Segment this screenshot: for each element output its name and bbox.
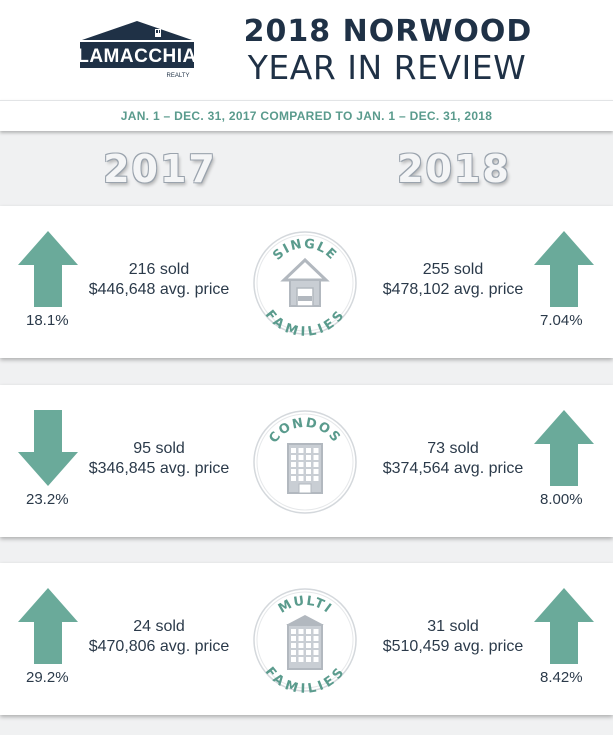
change-left: 23.2% [26,491,69,508]
sold-count-right: 255 sold [422,261,484,278]
sold-count-right: 31 sold [427,618,479,635]
svg-text:REALTY: REALTY [167,73,190,79]
stats-right: 73 sold $374,564 avg. price [368,439,538,479]
condo-building-icon: CONDOS [252,409,358,515]
avg-price-left: $470,806 avg. price [88,638,230,655]
stats-right: 255 sold $478,102 avg. price [368,260,538,300]
date-range-text: JAN. 1 – DEC. 31, 2017 COMPARED TO JAN. … [120,109,493,123]
condos-row: 23.2% 95 sold $346,845 avg. price CONDOS… [0,385,613,537]
arrow-down-icon [18,410,78,486]
arrow-up-icon [18,588,78,664]
change-right: 8.00% [540,491,583,508]
sold-count-left: 24 sold [133,618,185,635]
arrow-up-icon [534,231,594,307]
single-families-row: 18.1% 216 sold $446,648 avg. price SINGL… [0,206,613,358]
change-left: 29.2% [26,669,69,686]
stats-left: 216 sold $446,648 avg. price [74,260,244,300]
sold-count-right: 73 sold [427,440,479,457]
arrow-up-icon [534,588,594,664]
year-left-label: 2017 [103,147,217,191]
change-left: 18.1% [26,312,69,329]
multi-families-row: 29.2% 24 sold $470,806 avg. price MULTI F… [0,563,613,715]
avg-price-right: $374,564 avg. price [382,460,524,477]
title-line2: YEAR IN REVIEW [247,48,527,87]
sold-count-left: 216 sold [128,261,190,278]
avg-price-left: $446,648 avg. price [88,281,230,298]
arrow-up-icon [534,410,594,486]
date-range-banner: JAN. 1 – DEC. 31, 2017 COMPARED TO JAN. … [0,100,613,131]
change-right: 8.42% [540,669,583,686]
avg-price-right: $478,102 avg. price [382,281,524,298]
avg-price-right: $510,459 avg. price [382,638,524,655]
year-right-label: 2018 [397,147,511,191]
header: LAMACCHIA REALTY 2018 NORWOOD YEAR IN RE… [0,0,613,100]
arrow-up-icon [18,231,78,307]
stats-right: 31 sold $510,459 avg. price [368,617,538,657]
change-right: 7.04% [540,312,583,329]
house-icon: SINGLE FAMILIES [252,230,358,336]
multi-family-building-icon: MULTI FAMILIES [252,587,358,693]
stats-left: 95 sold $346,845 avg. price [74,439,244,479]
stats-left: 24 sold $470,806 avg. price [74,617,244,657]
title-line1: 2018 NORWOOD [243,14,533,49]
lamacchia-logo: LAMACCHIA REALTY [78,20,196,80]
sold-count-left: 95 sold [133,440,185,457]
svg-text:LAMACCHIA: LAMACCHIA [78,46,196,67]
avg-price-left: $346,845 avg. price [88,460,230,477]
